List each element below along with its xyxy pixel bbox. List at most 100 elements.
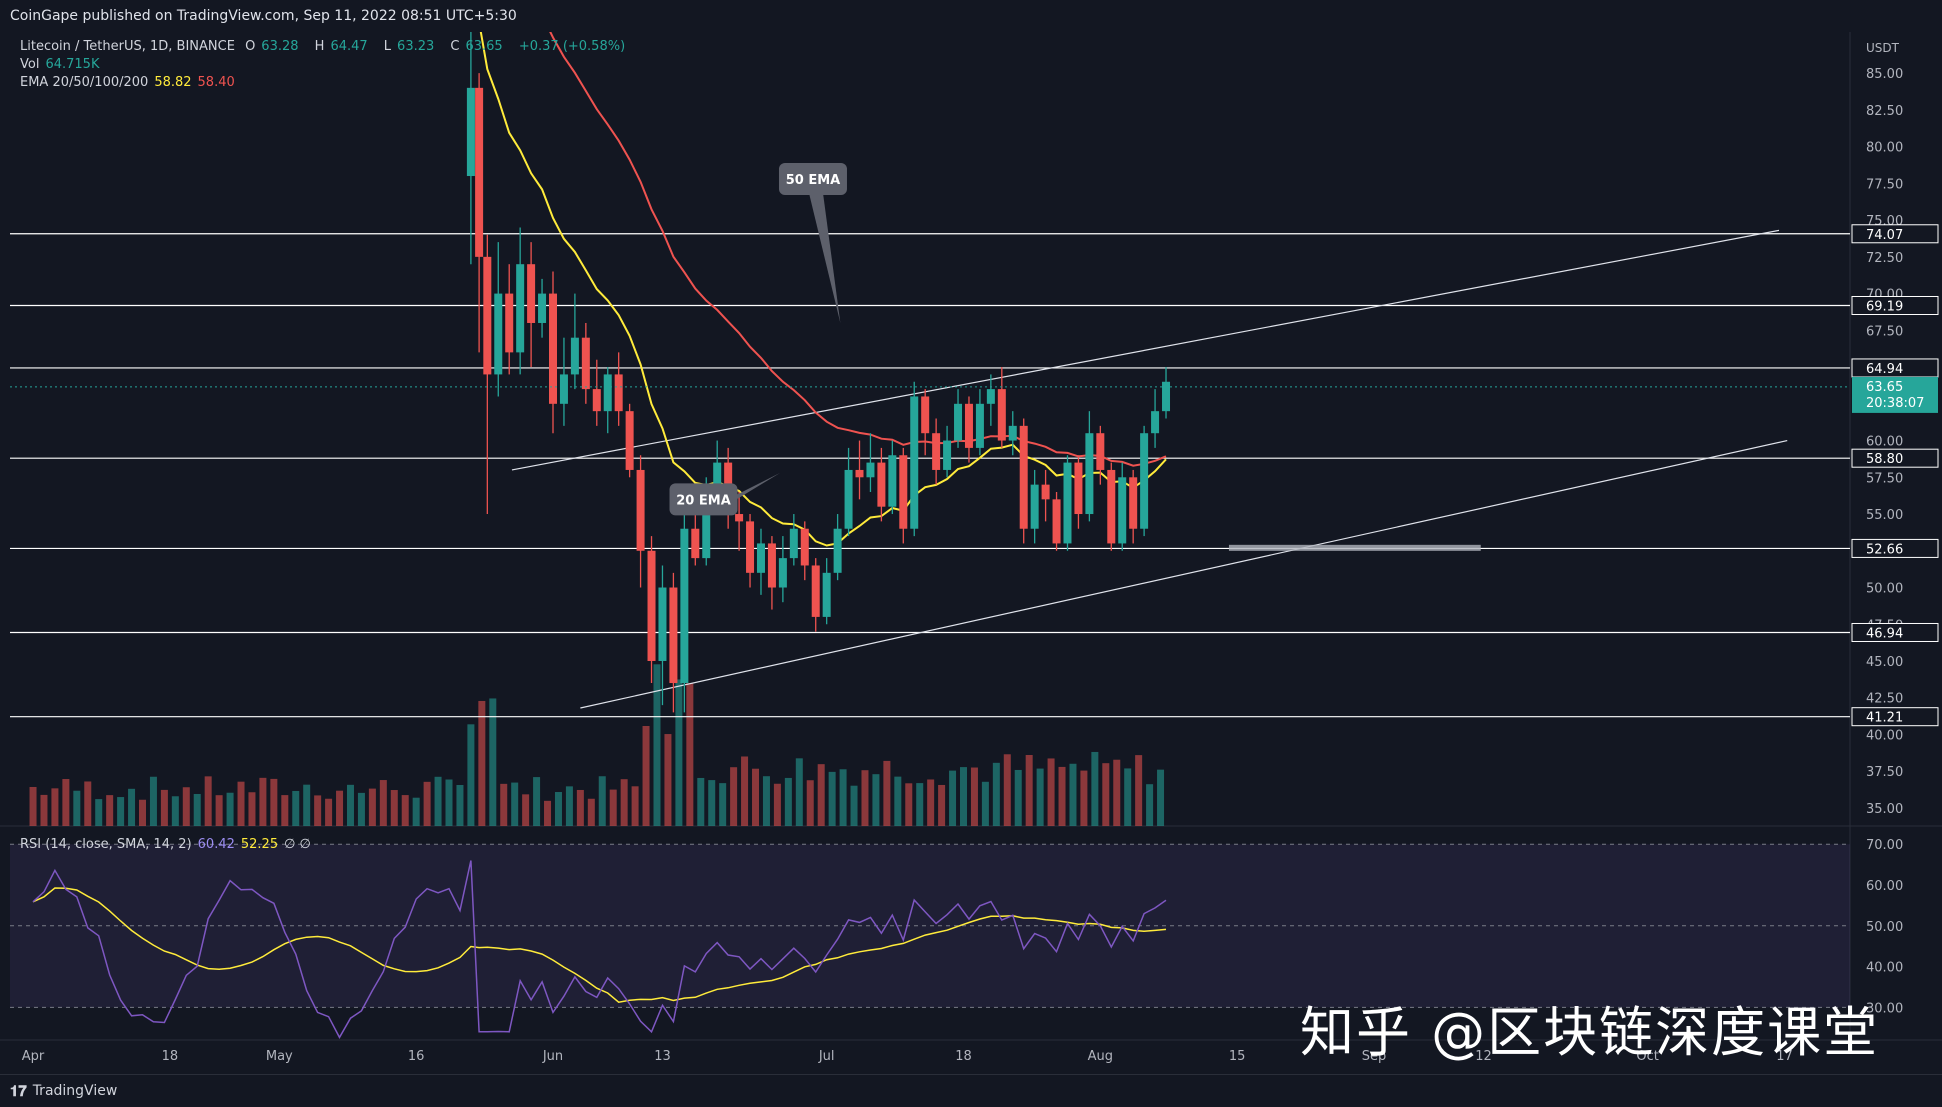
volume-bar [456, 784, 464, 826]
volume-bar [850, 785, 858, 826]
candle-body [855, 469, 864, 478]
candle-body [581, 337, 590, 390]
volume-bar [686, 683, 694, 826]
level-badge [1851, 448, 1939, 468]
rsi-label[interactable]: RSI (14, close, SMA, 14, 2) [20, 837, 192, 852]
volume-bar [839, 769, 847, 826]
volume-bar [478, 700, 486, 826]
price-tick-label: 77.50 [1866, 177, 1903, 192]
volume-bar [423, 781, 431, 826]
callout-pointer [808, 192, 841, 323]
volume-bar [1003, 754, 1011, 826]
channel-lower-line [580, 439, 1788, 709]
tradingview-brand: TradingView [32, 1083, 118, 1099]
symbol-label[interactable]: Litecoin / TetherUS, 1D, BINANCE [20, 39, 235, 54]
time-tick-label: Apr [22, 1049, 45, 1064]
volume-bar [29, 786, 37, 826]
volume-bar [106, 795, 114, 826]
volume-bar [511, 782, 519, 826]
volume-bar [981, 781, 989, 826]
high-value: 64.47 [330, 39, 368, 54]
volume-bar [598, 776, 606, 826]
volume-bar [248, 792, 256, 826]
volume-bar [609, 789, 617, 826]
volume-bar [872, 774, 880, 826]
volume-bar [171, 796, 179, 826]
price-tick-label: 67.50 [1866, 324, 1903, 339]
volume-bar [916, 783, 924, 826]
price-tick-label: 57.50 [1866, 471, 1903, 486]
price-axis: 35.0037.5040.0042.5045.0047.5050.0052.50… [1866, 41, 1903, 817]
volume-bar [204, 776, 212, 826]
volume-bar [1091, 751, 1099, 826]
volume-bar [806, 780, 814, 826]
candle-body [1008, 425, 1017, 441]
price-tick-label: 45.00 [1866, 655, 1903, 670]
current-price-label: 63.65 [1866, 380, 1903, 395]
volume-bar [379, 780, 387, 826]
tradingview-logo[interactable]: 𝟏𝟕 TradingView [10, 1075, 117, 1107]
candle-body [647, 550, 656, 661]
level-label: 58.80 [1866, 452, 1903, 467]
volume-bar [117, 797, 125, 826]
time-tick-label: Jun [542, 1049, 563, 1064]
level-badge [1851, 707, 1939, 727]
volume-bar [390, 790, 398, 826]
volume-bar [434, 776, 442, 826]
price-tick-label: 37.50 [1866, 765, 1903, 780]
volume-bar [522, 794, 530, 826]
volume-bar [938, 784, 946, 826]
countdown-label: 20:38:07 [1866, 396, 1924, 411]
candle-body [713, 462, 722, 500]
volume-bar [675, 679, 683, 826]
volume-bar [565, 786, 573, 826]
annotations: 50 EMA 20 EMA [669, 162, 847, 516]
level-label: 69.19 [1866, 299, 1903, 314]
rsi-tick-label: 70.00 [1866, 838, 1903, 853]
volume-label[interactable]: Vol [20, 57, 40, 72]
rsi-tick-label: 50.00 [1866, 920, 1903, 935]
volume-bar [62, 779, 70, 826]
candle-body [680, 528, 689, 684]
candle-body [943, 440, 952, 470]
candle-body [921, 396, 930, 434]
volume-bar [40, 794, 48, 826]
candle-body [822, 572, 831, 617]
candle-body [1162, 381, 1171, 412]
volume-bar [587, 798, 595, 826]
volume-bar [817, 764, 825, 826]
volume-bar [1102, 763, 1110, 826]
volume-bar [905, 783, 913, 826]
volume-bar [336, 790, 344, 826]
candle-body [1074, 462, 1083, 515]
candle-body [592, 389, 601, 412]
time-tick-label: 17 [1776, 1049, 1793, 1064]
candle-body [559, 374, 568, 404]
callout-pointer [699, 472, 781, 514]
volume-bar [1157, 769, 1165, 826]
candle-body [1085, 433, 1094, 515]
volume-bar [489, 698, 497, 826]
rsi-line [32, 860, 1167, 1039]
level-badge [1851, 295, 1939, 315]
candle-body [1041, 484, 1050, 500]
volume-bar [883, 760, 891, 826]
close-label: C [450, 39, 460, 54]
volume-bar [128, 788, 136, 826]
volume-bar [653, 664, 661, 826]
channel [511, 229, 1788, 709]
rsi-tick-label: 40.00 [1866, 961, 1903, 976]
callout-box [669, 483, 738, 516]
level-badge [1851, 538, 1939, 558]
ema-label[interactable]: EMA 20/50/100/200 [20, 75, 149, 90]
volume-bar [368, 788, 376, 826]
volume-bar [664, 734, 672, 826]
volume-bar [773, 783, 781, 826]
change-value: +0.37 (+0.58%) [518, 39, 626, 54]
publisher-bar: CoinGape published on TradingView.com, S… [0, 0, 1942, 32]
price-tick-label: 82.50 [1866, 104, 1903, 119]
price-tick-label: 42.50 [1866, 692, 1903, 707]
candle-body [538, 293, 547, 323]
volume-bar [1025, 754, 1033, 826]
